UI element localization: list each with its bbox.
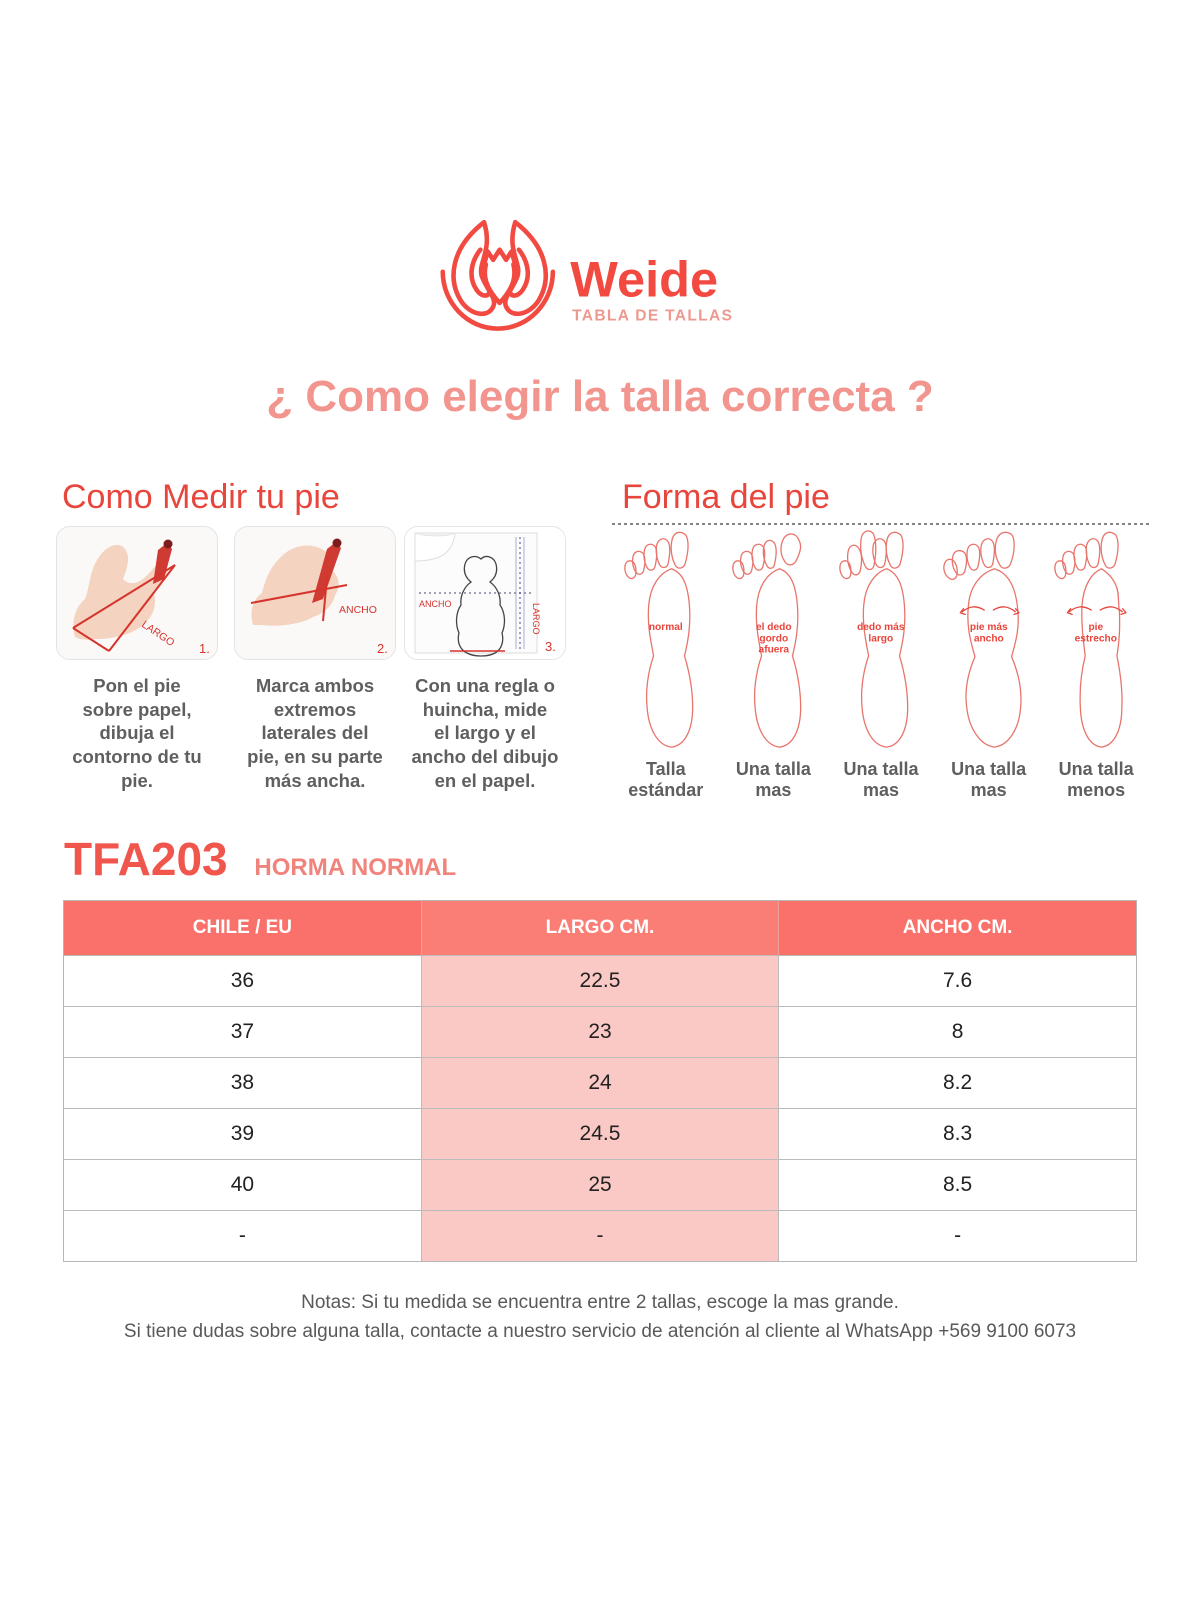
svg-text:3.: 3. <box>545 639 556 654</box>
svg-text:Weide: Weide <box>570 251 718 308</box>
svg-text:1.: 1. <box>199 641 210 656</box>
svg-text:ANCHO: ANCHO <box>419 599 452 609</box>
svg-text:2.: 2. <box>377 641 388 656</box>
svg-text:normal: normal <box>649 622 683 633</box>
svg-text:ANCHO: ANCHO <box>339 604 377 616</box>
svg-text:TABLA DE TALLAS: TABLA DE TALLAS <box>572 307 733 324</box>
svg-text:LARGO: LARGO <box>531 603 541 635</box>
